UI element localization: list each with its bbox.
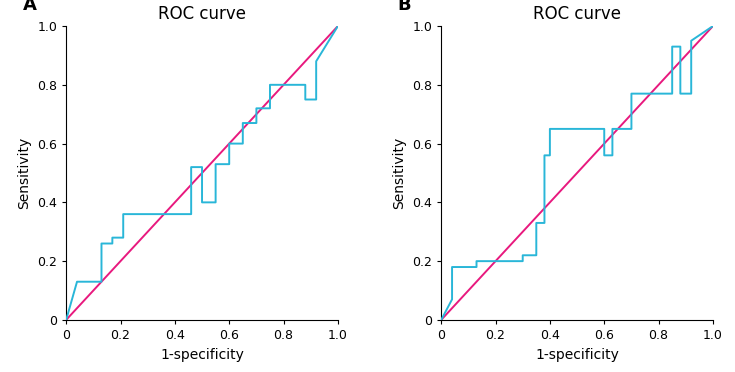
X-axis label: 1-specificity: 1-specificity xyxy=(160,347,244,362)
Y-axis label: Sensitivity: Sensitivity xyxy=(18,137,32,209)
Y-axis label: Sensitivity: Sensitivity xyxy=(392,137,406,209)
Title: ROC curve: ROC curve xyxy=(533,5,621,23)
Title: ROC curve: ROC curve xyxy=(158,5,246,23)
Text: A: A xyxy=(23,0,37,14)
Text: B: B xyxy=(398,0,412,14)
X-axis label: 1-specificity: 1-specificity xyxy=(535,347,619,362)
